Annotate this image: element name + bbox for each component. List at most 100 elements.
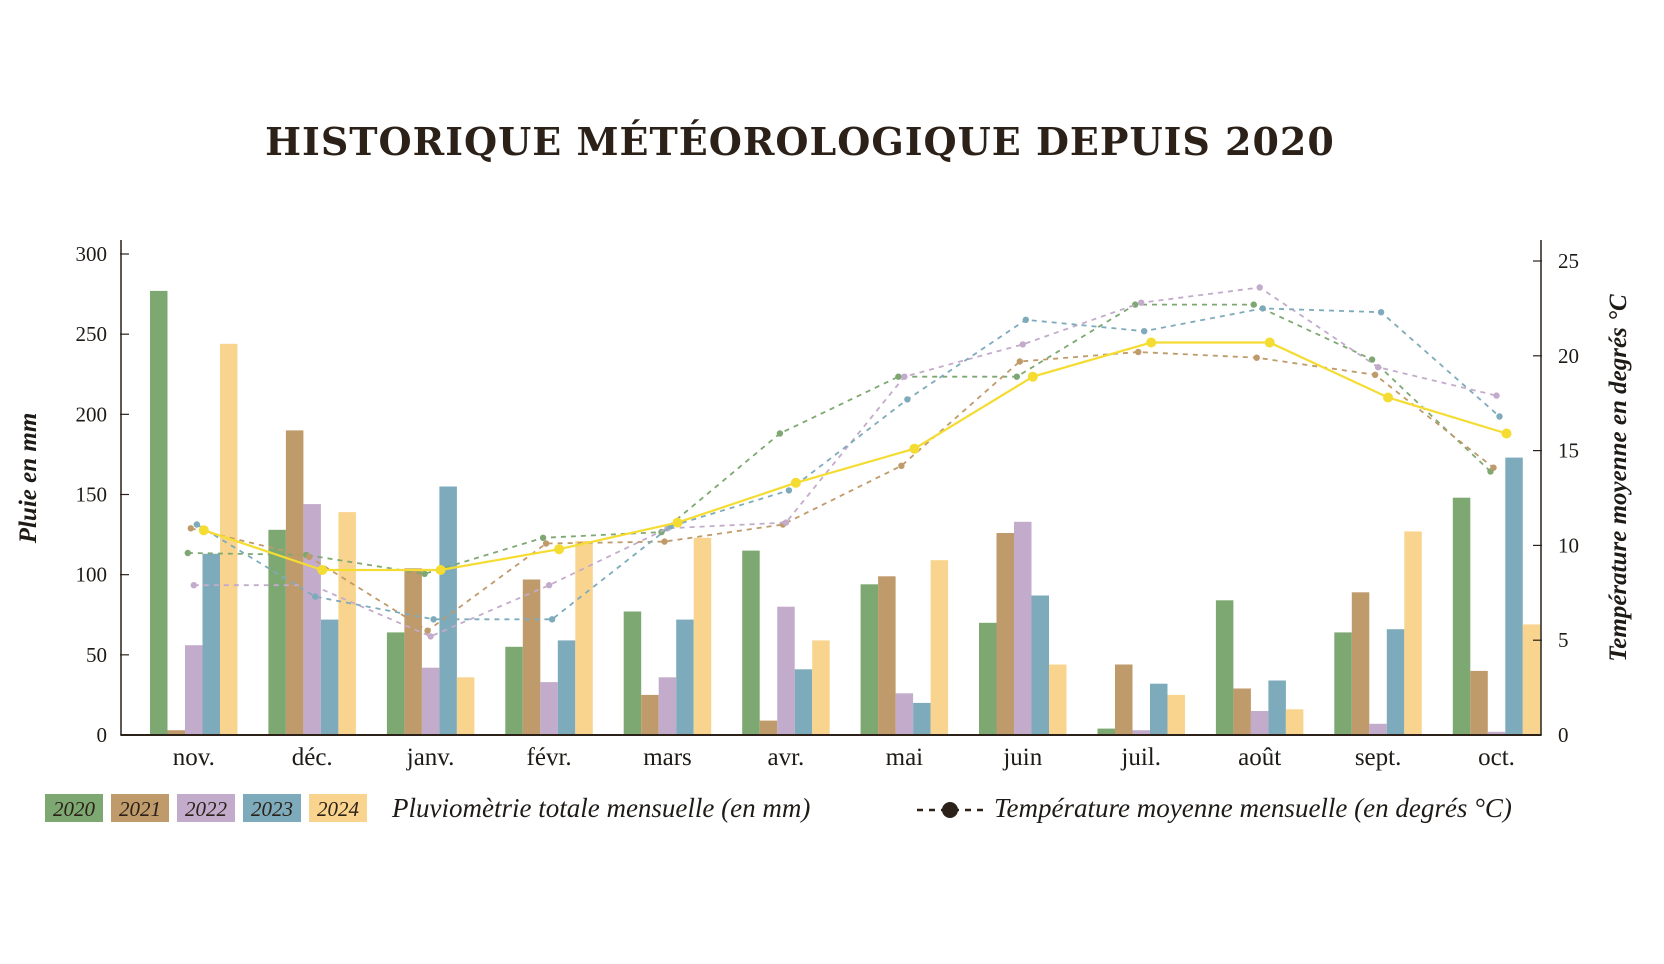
- temperature-point-2020-juil.: [1132, 301, 1139, 308]
- rain-bar-2021-août: [1233, 688, 1251, 735]
- rain-bar-2024-déc.: [338, 512, 356, 735]
- x-tick-label: mai: [886, 744, 924, 771]
- temperature-point-2020-juin: [1013, 373, 1020, 380]
- rain-bar-2022-sept.: [1369, 723, 1387, 735]
- rain-bar-2022-juin: [1014, 521, 1032, 735]
- legend-year-2024: 2024: [317, 797, 360, 821]
- rain-bar-2023-déc.: [320, 619, 339, 735]
- rain-bar-2023-mai: [913, 702, 931, 735]
- x-tick-label: août: [1238, 744, 1281, 771]
- temperature-lines: [184, 284, 1512, 640]
- rain-bar-2023-janv.: [439, 486, 457, 735]
- y-tick-label: 0: [97, 723, 108, 747]
- legend-temperature-symbol: [917, 802, 984, 818]
- temperature-point-2021-oct.: [1490, 464, 1497, 471]
- temperature-point-2024-juin: [1027, 371, 1038, 382]
- rain-bar-2020-avr.: [742, 550, 760, 735]
- rain-bar-2020-août: [1215, 600, 1234, 735]
- rain-bar-2022-janv.: [421, 667, 440, 735]
- legend: Pluviomètrie totale mensuelle (en mm) Te…: [45, 793, 1512, 823]
- legend-year-2020: 2020: [53, 797, 96, 821]
- rain-bar-2023-août: [1268, 680, 1286, 735]
- temperature-point-2023-févr.: [548, 616, 556, 623]
- temperature-point-2024-mars: [672, 517, 683, 528]
- y2-tick-label: 0: [1558, 723, 1569, 747]
- y2-tick-label: 5: [1558, 628, 1569, 652]
- rain-bar-2024-janv.: [456, 677, 475, 735]
- rain-bar-2024-févr.: [575, 541, 593, 735]
- rain-bar-2024-juin: [1049, 664, 1067, 735]
- rain-bar-2022-nov.: [185, 645, 203, 735]
- temperature-point-2024-oct.: [1501, 428, 1512, 439]
- temperature-point-2022-août: [1256, 284, 1263, 291]
- temperature-point-2021-févr.: [542, 540, 550, 547]
- rain-bar-2022-févr.: [540, 682, 558, 735]
- rain-bar-2021-mars: [641, 694, 659, 735]
- temperature-point-2021-sept.: [1371, 371, 1379, 378]
- temperature-point-2024-août: [1264, 337, 1275, 348]
- temperature-point-2022-mai: [901, 373, 908, 380]
- rain-bar-2022-mars: [658, 677, 677, 735]
- temperature-point-2022-déc.: [309, 582, 316, 589]
- temperature-point-2022-janv.: [427, 633, 434, 640]
- rain-bar-2024-août: [1285, 709, 1304, 735]
- x-tick-label: mars: [643, 744, 692, 771]
- legend-swatch-2023: [243, 794, 301, 822]
- temperature-point-2023-déc.: [312, 593, 319, 600]
- rain-bar-2021-déc.: [285, 430, 304, 735]
- y2-tick-label: 10: [1558, 533, 1579, 557]
- x-tick-label: juil.: [1120, 744, 1161, 771]
- temperature-point-2023-avr.: [785, 487, 793, 494]
- temperature-point-2024-sept.: [1383, 392, 1394, 403]
- rain-bar-2021-sept.: [1351, 592, 1370, 735]
- legend-year-2021: 2021: [119, 797, 161, 821]
- y2-tick-label: 20: [1558, 344, 1579, 368]
- temperature-point-2021-juin: [1016, 358, 1023, 365]
- legend-rain-label: Pluviomètrie totale mensuelle (en mm): [391, 793, 810, 823]
- temperature-point-2020-mai: [895, 373, 902, 380]
- temperature-point-2021-mars: [661, 538, 668, 545]
- temperature-point-2024-avr.: [790, 477, 801, 488]
- temperature-point-2021-nov.: [187, 525, 194, 532]
- temperature-point-2021-mai: [898, 462, 905, 469]
- legend-swatch-2021: [111, 794, 169, 822]
- rain-bar-2023-avr.: [794, 669, 813, 735]
- legend-year-2023: 2023: [251, 797, 293, 821]
- axes: 0 50 100 150 200 250 300 0 5 10 15 20 25 nov. déc. janv…: [76, 240, 1579, 771]
- x-tick-label: nov.: [173, 744, 215, 771]
- temperature-point-2020-avr.: [776, 430, 784, 437]
- temperature-line-2020: [187, 303, 1492, 575]
- y-tick-label: 50: [86, 643, 107, 667]
- rain-bar-2020-nov.: [150, 290, 168, 735]
- y2-axis-label: Température moyenne en degrés °C: [1605, 294, 1632, 662]
- x-tick-label: déc.: [292, 744, 333, 771]
- legend-swatch-2020: [45, 794, 103, 822]
- rain-bar-2020-oct.: [1452, 497, 1471, 735]
- rain-bar-2024-mars: [693, 537, 712, 735]
- temperature-point-2020-nov.: [184, 549, 191, 557]
- y-tick-label: 200: [76, 402, 108, 426]
- rain-bar-2021-janv.: [404, 568, 422, 735]
- rain-bar-2021-févr.: [522, 579, 541, 735]
- temperature-point-2021-août: [1253, 354, 1260, 361]
- legend-temperature-label: Température moyenne mensuelle (en degrés…: [994, 793, 1512, 823]
- y-tick-label: 250: [76, 322, 108, 346]
- y-axis-label: Pluie en mm: [15, 413, 42, 545]
- temperature-line-2024: [203, 341, 1507, 572]
- temperature-point-2024-nov.: [198, 525, 209, 536]
- x-tick-label: juin: [1002, 744, 1042, 771]
- temperature-point-2022-nov.: [190, 582, 197, 589]
- temperature-point-2023-sept.: [1377, 309, 1385, 316]
- rain-bar-2024-mai: [930, 560, 949, 735]
- rain-bar-2024-juil.: [1167, 694, 1185, 735]
- y-tick-label: 300: [76, 242, 108, 266]
- temperature-point-2023-août: [1259, 305, 1266, 312]
- temperature-point-2022-avr.: [782, 519, 790, 526]
- rain-bar-2020-mai: [860, 584, 879, 735]
- temperature-line-2022: [193, 286, 1497, 638]
- temperature-line-2023: [196, 307, 1501, 621]
- temperature-point-2021-déc.: [306, 553, 313, 560]
- chart-title: HISTORIQUE MÉTÉOROLOGIQUE DEPUIS 2020: [265, 119, 1335, 164]
- rain-bars: [150, 290, 1541, 736]
